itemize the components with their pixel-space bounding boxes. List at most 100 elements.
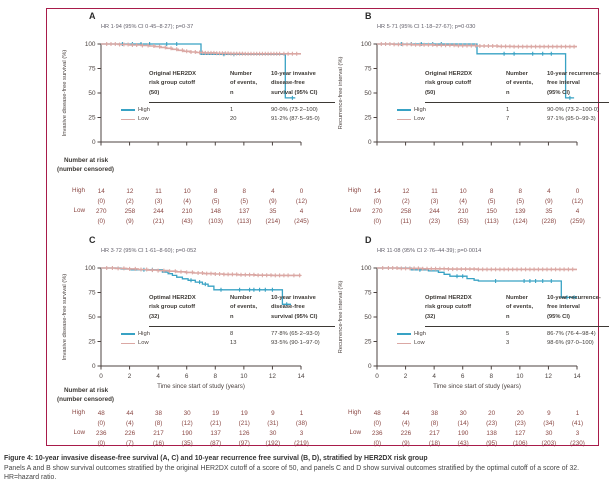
- risk-censored: (9): [402, 439, 410, 447]
- censor-mark: [562, 267, 567, 272]
- legend-label-low: Low: [138, 340, 149, 347]
- censor-mark: [546, 44, 551, 49]
- risk-cell: 12 (2): [392, 187, 421, 206]
- censor-mark: [140, 43, 145, 48]
- risk-censored: (230): [570, 439, 585, 447]
- risk-censored: (113): [484, 217, 499, 225]
- risk-n: 270: [96, 208, 107, 215]
- panel-d-km-plot: 0 25 50 75 100 0 2 4 6 8 10 12 14: [361, 265, 581, 380]
- risk-censored: (245): [294, 217, 309, 225]
- censor-mark: [407, 266, 412, 271]
- number-at-risk-block-bottom: Number at risk (number censored) High 48…: [47, 387, 600, 447]
- stat-header-line: 10-year invasive: [271, 295, 316, 301]
- censor-mark: [447, 43, 452, 48]
- risk-values-high: 48 (0) 44 (4) 38 (8) 30 (14) 20 (23) 20 (23) 9 (34) 1(…: [363, 409, 592, 428]
- risk-cell: 258 (9): [116, 207, 145, 226]
- y-tick-label: 0: [92, 139, 96, 146]
- risk-censored: (113): [237, 217, 252, 225]
- censor-mark: [189, 278, 193, 283]
- risk-cell: 12 (2): [116, 187, 145, 206]
- risk-n: 30: [459, 410, 467, 417]
- stat-header-line: free interval: [547, 80, 580, 87]
- censor-mark: [257, 287, 262, 292]
- risk-n: 258: [124, 208, 136, 215]
- censor-mark: [413, 42, 418, 47]
- risk-censored: (219): [294, 439, 309, 447]
- censor-mark: [519, 267, 524, 272]
- censor-mark: [219, 287, 223, 292]
- risk-censored: (31): [267, 419, 279, 427]
- risk-n: 4: [575, 208, 580, 215]
- risk-values-low: 270 (0) 258 (11) 244 (23) 210 (53) 150 (113) 139 (1…: [363, 207, 592, 226]
- survival-estimate: 93·5% (90·1–97·0): [271, 340, 320, 347]
- risk-cell: 0 (12): [563, 187, 592, 206]
- stat-header-line: Optimal HER2DX: [149, 295, 196, 301]
- censor-mark: [157, 44, 162, 49]
- risk-cell: 9 (31): [259, 409, 288, 428]
- censor-mark: [395, 266, 399, 270]
- x-tick-label: 6: [185, 373, 189, 380]
- stat-table-rule: [425, 101, 609, 103]
- censor-mark: [527, 267, 532, 272]
- risk-row-high: High 14 (0) 12 (2) 11 (3) 10 (4) 8 (5) 8 (5) 4 (9) 0 (1…: [348, 187, 592, 206]
- censor-mark: [174, 42, 179, 46]
- risk-censored: (192): [265, 439, 281, 447]
- risk-censored: (18): [428, 439, 441, 447]
- stat-header-line: (32): [425, 313, 436, 320]
- survival-estimate: 91·2% (87·5–95·0): [271, 116, 320, 123]
- legend-label-high: High: [414, 107, 426, 113]
- censor-mark: [533, 44, 538, 49]
- risk-censored: (0): [373, 419, 382, 427]
- censor-mark: [455, 274, 459, 279]
- stat-header-line: 10-year invasive: [271, 71, 316, 77]
- censor-mark: [502, 51, 507, 56]
- stat-header-line: survival (95% CI): [271, 89, 318, 96]
- censor-mark: [439, 43, 444, 48]
- stat-header-line: risk group cutoff: [149, 80, 196, 87]
- censor-mark: [180, 48, 185, 53]
- risk-cell: 3 (219): [287, 429, 316, 448]
- censor-mark: [387, 42, 392, 46]
- censor-mark: [281, 51, 286, 56]
- risk-header-line1: Number at risk: [64, 157, 109, 164]
- risk-n: 226: [124, 430, 136, 437]
- risk-cell: 44 (4): [116, 409, 145, 428]
- legend-label-low: Low: [138, 116, 149, 123]
- censor-mark: [476, 267, 481, 272]
- censor-mark: [104, 266, 109, 270]
- stat-header-line: (32): [149, 313, 160, 320]
- censor-mark: [425, 266, 429, 271]
- stat-header-line: 10-year recurrence-: [547, 71, 601, 77]
- risk-cell: 190 (35): [173, 429, 202, 448]
- risk-row-label-high: High: [348, 409, 361, 416]
- risk-n: 35: [269, 208, 277, 215]
- censor-mark: [510, 267, 515, 272]
- risk-cell: 35 (228): [535, 207, 564, 226]
- x-tick-label: 0: [375, 373, 379, 380]
- censor-mark: [416, 266, 421, 271]
- risk-censored: (0): [373, 197, 382, 205]
- risk-censored: (0): [373, 217, 382, 225]
- y-tick-label: 0: [368, 363, 372, 370]
- risk-n: 148: [210, 208, 221, 215]
- panel-a: A HR 1·94 (95% CI 0·45–8·27); p=0·37 Inv…: [47, 9, 335, 233]
- y-tick-label: 50: [88, 90, 96, 97]
- censor-mark: [226, 272, 231, 277]
- censor-mark: [549, 279, 554, 283]
- stat-header-line: 10-year recurrence-: [547, 295, 601, 301]
- censor-mark: [542, 44, 547, 49]
- risk-row-low: Low 270 (0) 258 (9) 244 (21) 210 (43) 148 (103) 13…: [73, 207, 316, 226]
- risk-cell: 226 (7): [116, 429, 145, 448]
- risk-header-line2: (number censored): [57, 166, 115, 173]
- risk-header-line2: (number censored): [57, 396, 115, 403]
- risk-row-low: Low 236 (0) 226 (7) 217 (16) 190 (35) 137 (87) 126…: [73, 429, 316, 448]
- censor-mark: [196, 271, 201, 275]
- risk-censored: (106): [512, 439, 528, 447]
- figure-border-box: A HR 1·94 (95% CI 0·45–8·27); p=0·37 Inv…: [46, 8, 609, 447]
- censor-mark: [174, 47, 179, 52]
- censor-mark: [405, 42, 409, 47]
- risk-cell: 258 (11): [392, 207, 421, 226]
- censor-mark: [512, 51, 517, 56]
- censor-mark: [204, 271, 209, 276]
- risk-censored: (8): [430, 419, 439, 427]
